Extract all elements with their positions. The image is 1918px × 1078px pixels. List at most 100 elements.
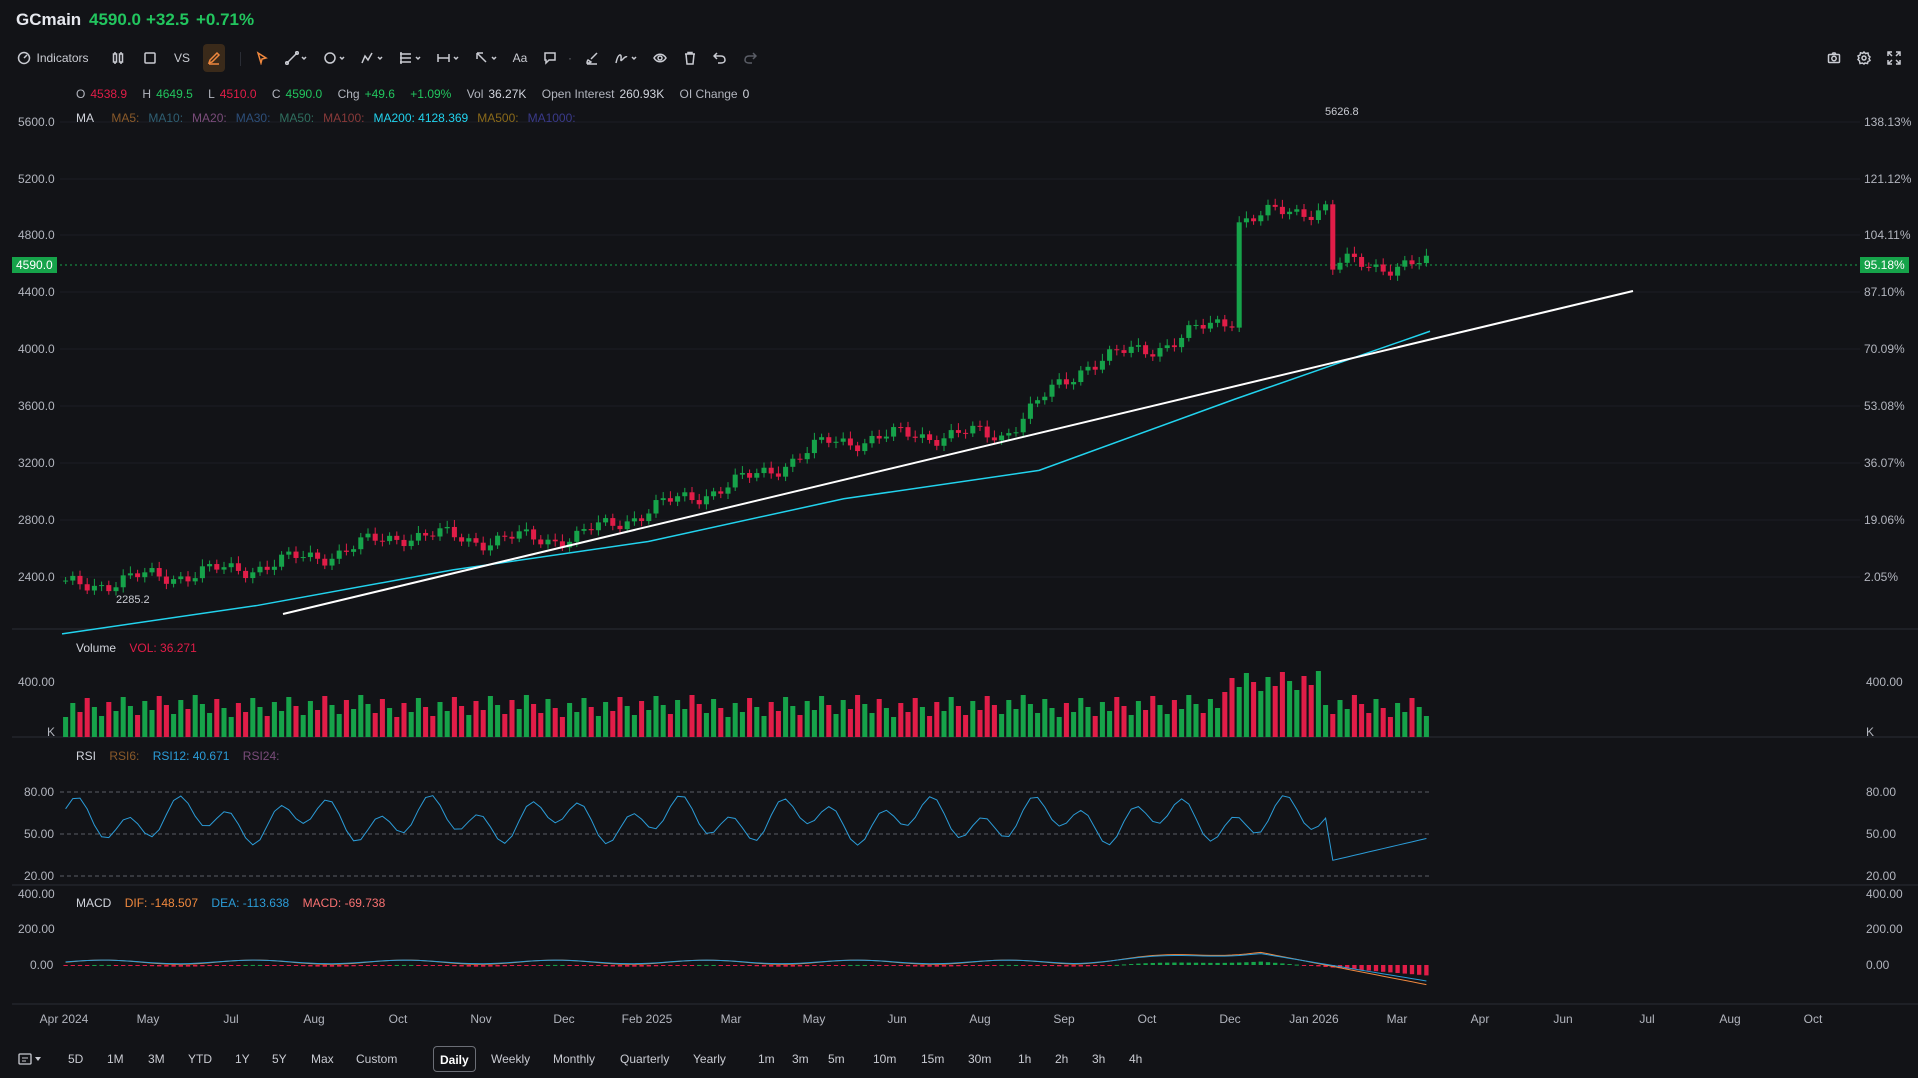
range-button[interactable]: 1Y — [235, 1052, 250, 1066]
cursor-tool[interactable] — [252, 44, 272, 72]
interval-button[interactable]: Monthly — [553, 1052, 596, 1066]
pen-tool[interactable] — [612, 44, 642, 72]
text-tool[interactable]: Aa — [512, 51, 528, 65]
interval-button[interactable]: 30m — [968, 1052, 992, 1066]
candle-body — [1157, 348, 1163, 357]
candle-body — [120, 575, 126, 588]
macd-histogram-bar — [452, 965, 457, 967]
shape-tool[interactable] — [320, 44, 350, 72]
macd-histogram-bar — [826, 965, 831, 966]
interval-button[interactable]: 2h — [1055, 1052, 1069, 1066]
interval-button[interactable]: Daily — [433, 1046, 476, 1072]
layout-button[interactable] — [140, 44, 160, 72]
rsi-axis-20-left: 20.00 — [24, 869, 55, 883]
candle-body — [293, 551, 299, 558]
fibonacci-tool[interactable] — [396, 44, 426, 72]
drawing-mode-button[interactable] — [203, 44, 225, 72]
volume-bar — [495, 705, 501, 737]
percent-axis-label: 19.06% — [1864, 513, 1905, 527]
interval-button[interactable]: 4h — [1129, 1052, 1143, 1066]
delete-drawings-button[interactable] — [680, 44, 700, 72]
line-tool[interactable] — [282, 44, 312, 72]
symbol-name[interactable]: GCmain — [16, 10, 82, 29]
candlestick-type-button[interactable] — [108, 44, 128, 72]
volume-bar — [588, 707, 594, 737]
macd-histogram-bar — [999, 964, 1004, 966]
time-axis-label: Oct — [388, 1012, 408, 1026]
interval-button[interactable]: Weekly — [491, 1052, 531, 1066]
candle-body — [1042, 396, 1048, 401]
volume-bar — [1056, 717, 1062, 737]
macd-histogram-bar — [1417, 965, 1422, 975]
macd-histogram-bar — [193, 965, 198, 967]
candle-body — [99, 585, 105, 587]
interval-button[interactable]: Yearly — [693, 1052, 726, 1066]
candle-body — [1222, 319, 1228, 327]
rsi-legend[interactable]: RSI RSI6: RSI12: 40.671 RSI24: — [76, 749, 284, 763]
chart-toolbar: Indicators VS Aa · — [0, 44, 1918, 72]
volume-bar — [934, 702, 940, 737]
open-value: 4538.9 — [90, 87, 128, 101]
volume-bar — [163, 705, 169, 737]
candle-body — [826, 437, 832, 443]
ma-legend[interactable]: MA MA5: MA10: MA20: MA30: MA50: MA100: MA200: … — [76, 111, 585, 125]
range-button[interactable]: Max — [311, 1052, 334, 1066]
volume-bar — [811, 710, 817, 737]
volume-bar — [408, 712, 414, 737]
interval-button[interactable]: 10m — [873, 1052, 897, 1066]
volume-bar — [214, 699, 220, 737]
range-button[interactable]: 1M — [107, 1052, 124, 1066]
volume-bar — [149, 710, 155, 737]
measure-tool[interactable] — [434, 44, 464, 72]
redo-button[interactable] — [740, 44, 760, 72]
note-tool[interactable] — [540, 44, 560, 72]
compare-button[interactable]: VS — [173, 51, 190, 65]
range-button[interactable]: 5Y — [272, 1052, 287, 1066]
macd-histogram-bar — [610, 965, 615, 967]
interval-button[interactable]: 1h — [1018, 1052, 1032, 1066]
candle-body — [307, 552, 313, 558]
volume-bar — [444, 711, 450, 737]
undo-button[interactable] — [710, 44, 730, 72]
macd-histogram-bar — [1222, 962, 1227, 965]
interval-button[interactable]: 5m — [828, 1052, 845, 1066]
time-axis-label: Sep — [1053, 1012, 1075, 1026]
low-value: 4510.0 — [219, 87, 257, 101]
volume-bar — [927, 716, 933, 737]
range-button[interactable]: Custom — [356, 1052, 398, 1066]
chart-layout-dropdown[interactable] — [12, 1046, 48, 1072]
interval-button[interactable]: 1m — [758, 1052, 775, 1066]
interval-button[interactable]: 15m — [921, 1052, 945, 1066]
macd-histogram-bar — [970, 965, 975, 966]
brush-tool[interactable] — [582, 44, 602, 72]
range-button[interactable]: YTD — [188, 1052, 212, 1066]
volume-legend[interactable]: Volume VOL: 36.271 — [76, 641, 202, 655]
interval-button[interactable]: 3h — [1092, 1052, 1106, 1066]
screenshot-button[interactable] — [1824, 44, 1844, 72]
arrow-tool[interactable] — [472, 44, 502, 72]
interval-button[interactable]: Quarterly — [620, 1052, 670, 1066]
candle-body — [1135, 345, 1141, 347]
candle-body — [761, 467, 767, 474]
settings-button[interactable] — [1854, 44, 1874, 72]
volume-bar — [840, 700, 846, 737]
visibility-toggle[interactable] — [650, 44, 670, 72]
volume-bar — [768, 702, 774, 737]
interval-button[interactable]: 3m — [792, 1052, 809, 1066]
indicators-button[interactable]: Indicators — [12, 44, 94, 72]
volume-bar — [1236, 687, 1242, 737]
range-button[interactable]: 3M — [148, 1052, 165, 1066]
chart-canvas[interactable] — [0, 72, 1918, 1012]
volume-bar — [279, 711, 285, 737]
range-button[interactable]: 5D — [68, 1052, 84, 1066]
candle-body — [1308, 216, 1314, 221]
volume-bar — [725, 717, 731, 737]
volume-bar — [559, 717, 565, 737]
macd-histogram-bar — [358, 965, 363, 967]
macd-legend[interactable]: MACD DIF: -148.507 DEA: -113.638 MACD: -… — [76, 896, 390, 910]
pattern-tool[interactable] — [358, 44, 388, 72]
volume-bar — [855, 695, 861, 737]
fullscreen-button[interactable] — [1884, 44, 1904, 72]
candle-body — [235, 563, 241, 571]
volume-bar — [574, 712, 580, 737]
